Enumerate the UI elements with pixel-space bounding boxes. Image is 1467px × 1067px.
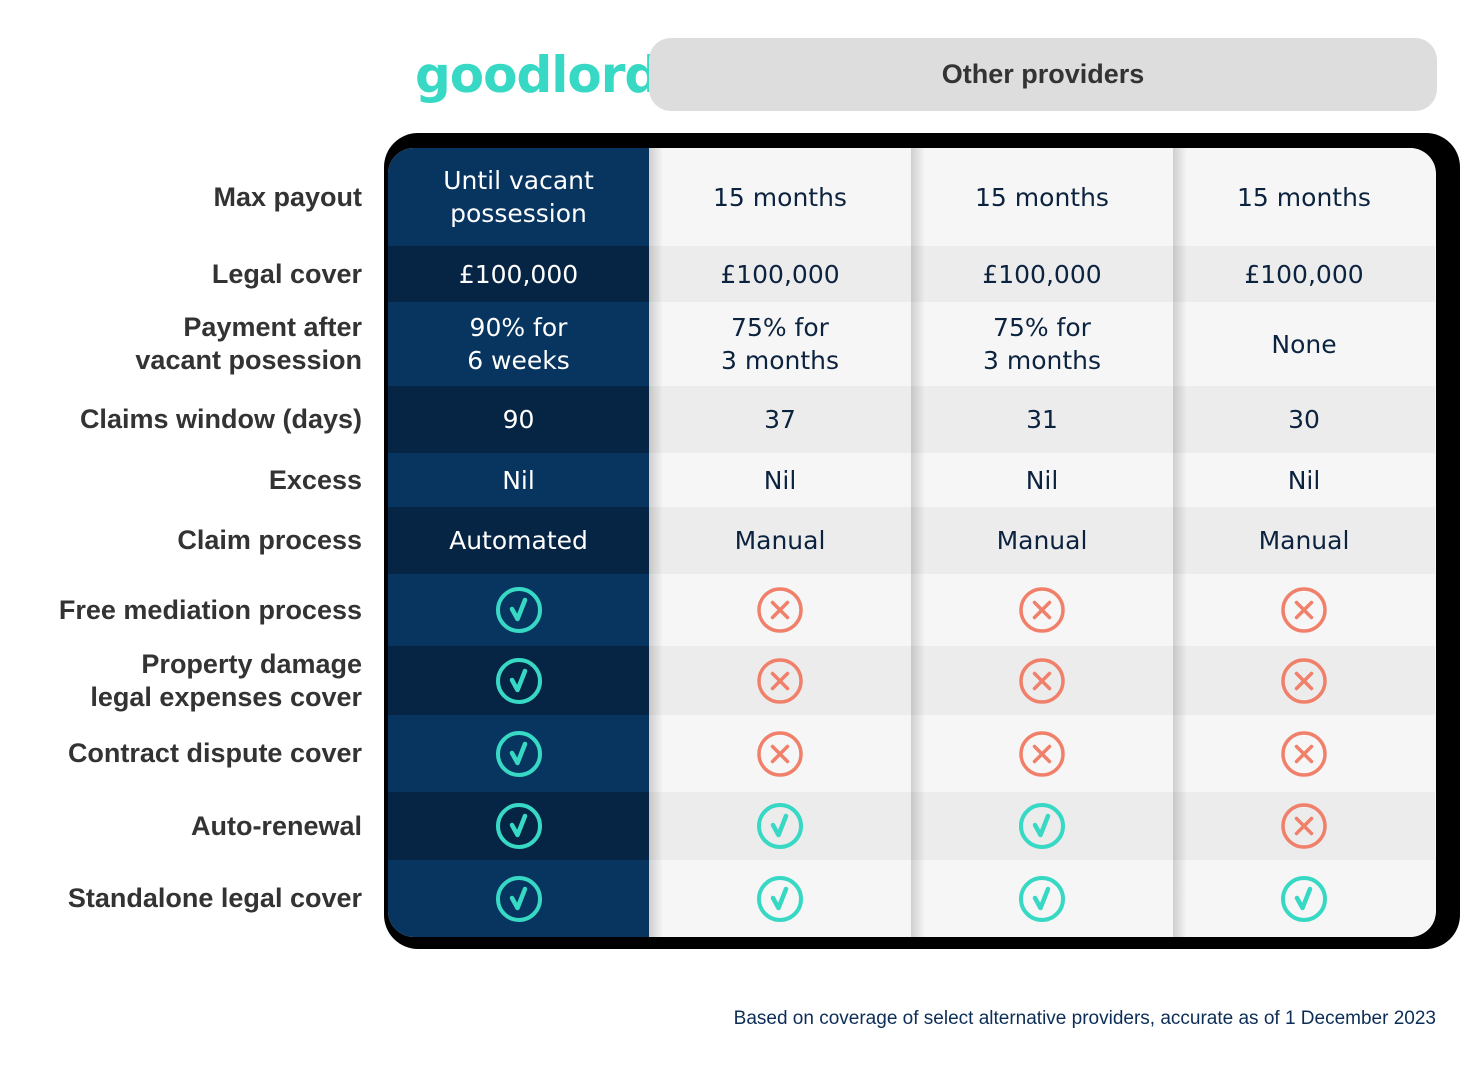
table-cell: Nil	[1025, 465, 1059, 495]
row-label: Legal cover	[211, 258, 362, 289]
table-cell: Until vacant possession	[443, 166, 594, 228]
check-circle-icon	[388, 860, 649, 937]
table-cell: Manual	[996, 526, 1088, 555]
row-background	[649, 302, 911, 386]
table-cell: 75% for 3 months	[982, 313, 1102, 375]
other-providers-header: Other providers	[649, 38, 1437, 111]
table-cell: 31	[1026, 405, 1058, 434]
cross-circle-icon	[1173, 792, 1435, 860]
table-cell: 37	[764, 405, 796, 434]
provider-column-1: 15 months £100,000 75% for 3 months 37 Nil Ma…	[649, 148, 911, 937]
check-circle-icon	[649, 792, 911, 860]
row-label: Claim process	[177, 525, 362, 555]
table-cell: Automated	[449, 526, 588, 555]
row-background	[1173, 386, 1435, 453]
cross-circle-icon	[1173, 715, 1435, 792]
row-background	[649, 246, 911, 302]
row-background	[388, 453, 649, 507]
row-background	[1173, 246, 1435, 302]
cross-circle-icon	[649, 715, 911, 792]
row-background	[388, 302, 649, 386]
row-background	[911, 246, 1173, 302]
table-cell: None	[1271, 329, 1337, 359]
row-background	[388, 386, 649, 453]
check-circle-icon	[388, 715, 649, 792]
row-label: Excess	[268, 464, 362, 495]
footnote: Based on coverage of select alternative …	[733, 1008, 1436, 1029]
cross-circle-icon	[911, 715, 1173, 792]
row-background	[1173, 453, 1435, 507]
table-cell: 90% for 6 weeks	[467, 313, 570, 375]
cross-circle-icon	[1173, 646, 1435, 715]
row-background	[649, 148, 911, 246]
row-background	[649, 386, 911, 453]
row-label: Free mediation process	[58, 594, 362, 625]
row-background	[1173, 507, 1435, 574]
cross-circle-icon	[649, 646, 911, 715]
table-cell: 15 months	[1237, 182, 1371, 212]
row-background	[911, 386, 1173, 453]
table-cell: £100,000	[720, 259, 840, 289]
cross-circle-icon	[649, 574, 911, 646]
check-circle-icon	[1173, 860, 1435, 937]
row-background	[911, 453, 1173, 507]
cross-circle-icon	[911, 646, 1173, 715]
other-providers-label: Other providers	[941, 59, 1145, 89]
check-circle-icon	[911, 860, 1173, 937]
table-cell: Nil	[502, 465, 535, 495]
row-background	[1173, 302, 1435, 386]
row-label: Standalone legal cover	[67, 883, 362, 913]
table-cell: £100,000	[458, 259, 579, 289]
check-circle-icon	[911, 792, 1173, 860]
row-background	[388, 148, 649, 246]
check-circle-icon	[388, 792, 649, 860]
comparison-table: Until vacant possession £100,000 90% for 6…	[388, 148, 1436, 937]
check-circle-icon	[388, 574, 649, 646]
table-cell: 15 months	[975, 182, 1109, 212]
check-circle-icon	[388, 646, 649, 715]
row-background	[649, 453, 911, 507]
provider-column-2: 15 months £100,000 75% for 3 months 31 Nil Ma…	[911, 148, 1173, 937]
row-background	[1173, 148, 1435, 246]
goodlord-logo: goodlord	[415, 46, 660, 104]
row-background	[388, 246, 649, 302]
table-cell: £100,000	[1244, 259, 1364, 289]
row-background	[911, 302, 1173, 386]
row-label: Auto-renewal	[190, 810, 362, 841]
row-label: Claims window (days)	[79, 404, 362, 434]
row-background	[649, 507, 911, 574]
table-cell: Manual	[734, 526, 826, 555]
table-cell: 75% for 3 months	[720, 313, 840, 375]
row-label: Max payout	[213, 181, 362, 212]
table-cell: 90	[502, 405, 535, 434]
row-background	[388, 507, 649, 574]
table-cell: Nil	[763, 465, 797, 495]
row-background	[911, 148, 1173, 246]
table-cell: £100,000	[982, 259, 1102, 289]
table-cell: Manual	[1258, 526, 1350, 555]
table-cell: 15 months	[713, 182, 847, 212]
table-cell: Nil	[1287, 465, 1321, 495]
row-label: Payment after vacant posession	[135, 312, 362, 375]
check-circle-icon	[649, 860, 911, 937]
row-label: Contract dispute cover	[67, 738, 362, 768]
goodlord-column: Until vacant possession £100,000 90% for 6…	[388, 148, 649, 937]
cross-circle-icon	[1173, 574, 1435, 646]
cross-circle-icon	[911, 574, 1173, 646]
row-label: Property damage legal expenses cover	[90, 648, 362, 712]
table-cell: 30	[1288, 405, 1320, 434]
row-background	[911, 507, 1173, 574]
provider-column-3: 15 months £100,000 None 30 Nil Manual	[1173, 148, 1435, 937]
